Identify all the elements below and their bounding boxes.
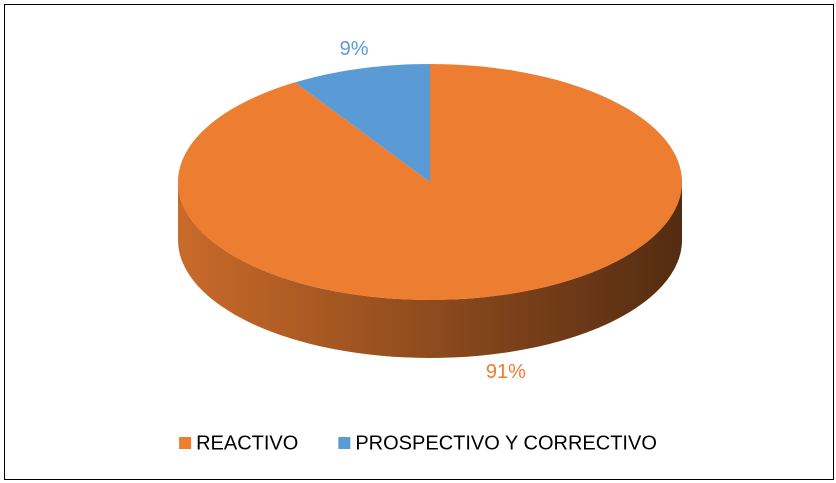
legend-label: REACTIVO [196, 432, 298, 454]
legend-label: PROSPECTIVO Y CORRECTIVO [355, 432, 657, 454]
legend-swatch [179, 437, 192, 449]
side-shade [178, 182, 682, 358]
data-label: 9% [340, 38, 369, 60]
legend: REACTIVO PROSPECTIVO Y CORRECTIVO [179, 432, 657, 454]
legend-swatch [338, 437, 351, 449]
data-label: 91% [486, 361, 526, 383]
slice [294, 64, 430, 182]
